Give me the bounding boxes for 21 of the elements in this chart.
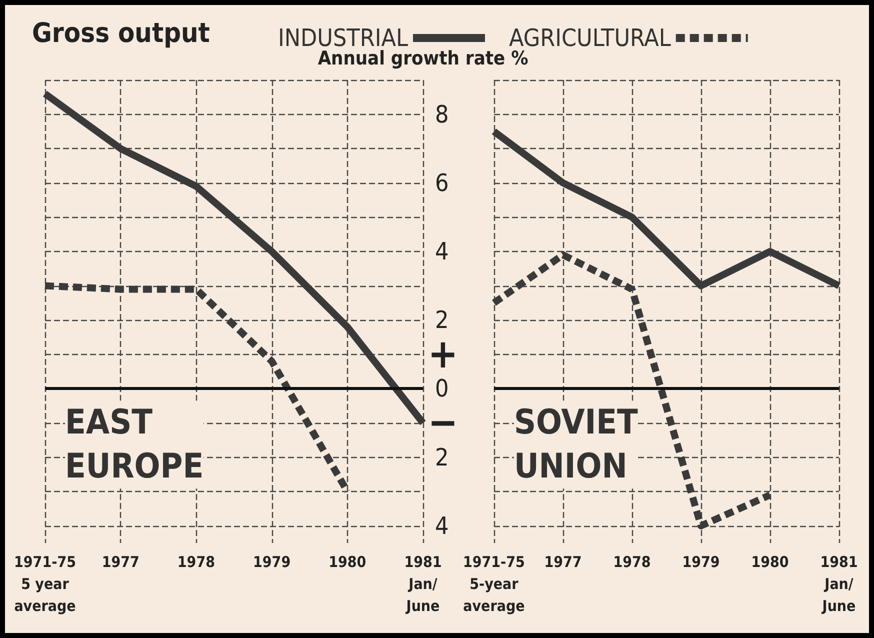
x-tick-label: 1980 bbox=[328, 553, 366, 571]
y-axis-title: Annual growth rate % bbox=[318, 48, 528, 70]
x-tick-label: 1977 bbox=[544, 553, 582, 571]
text: EAST EUROPE bbox=[65, 402, 204, 487]
x-tick-label: 1978 bbox=[613, 553, 651, 571]
x-tick-label: 1971-75 5 year average bbox=[14, 553, 76, 615]
x-tick-label: 1979 bbox=[682, 553, 720, 571]
text: SOVIET UNION bbox=[514, 402, 638, 487]
x-tick-label: 1971-75 5-year average bbox=[462, 553, 525, 615]
x-tick-label: 1980 bbox=[751, 553, 789, 571]
x-tick-label: 1979 bbox=[253, 553, 291, 571]
x-tick-label: 1981 Jan/ June bbox=[820, 553, 858, 615]
x-tick-label: 1978 bbox=[177, 553, 215, 571]
y-tick-label: 2 bbox=[435, 443, 449, 472]
x-tick-label: 1977 bbox=[102, 553, 140, 571]
y-tick-label: 8 bbox=[435, 100, 449, 128]
y-tick-label: 4 bbox=[435, 237, 449, 266]
chart-title: Gross output bbox=[32, 18, 210, 49]
x-tick-label: 1981 Jan/ June bbox=[404, 553, 442, 615]
y-tick-label: 4 bbox=[435, 512, 449, 540]
y-tick-label: 6 bbox=[435, 168, 449, 197]
